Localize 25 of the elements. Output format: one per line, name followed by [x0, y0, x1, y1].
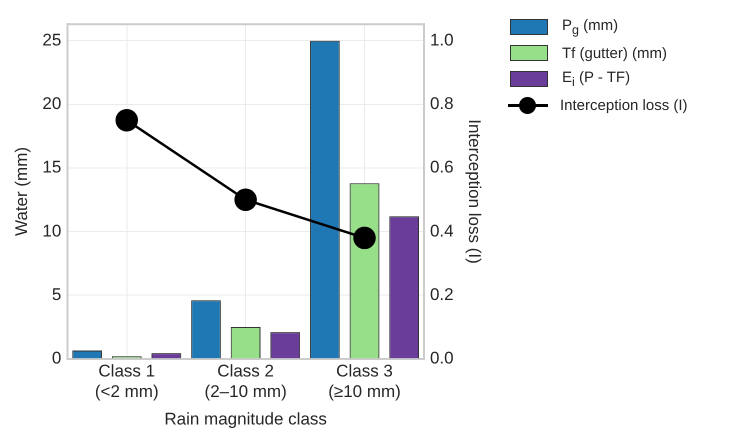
y2-tick-label: 0.8 [430, 94, 454, 114]
y-axis-title: Water (mm) [12, 146, 31, 236]
point [116, 109, 138, 132]
y2-tick-label: 0.0 [430, 348, 454, 368]
point [234, 188, 257, 212]
y-tick-label: 20 [42, 94, 62, 114]
legend-label: P$_{g}$ (mm) [562, 17, 618, 37]
y-tick-label: 10 [42, 221, 62, 240]
y-tick-label: 0 [52, 348, 62, 368]
y2-tick-label: 0.4 [430, 221, 454, 240]
y2-tick-label: 1.0 [430, 30, 454, 50]
y2-tick-label: 0.6 [430, 158, 454, 177]
x-axis-title: Rain magnitude class [164, 409, 327, 428]
legend-label: E$_{i}$ (P - TF) [562, 69, 630, 89]
y-tick-label: 25 [42, 30, 62, 50]
y2-tick-label: 0.2 [430, 284, 454, 304]
x-tick-label: Class 3 (≥10 mm) [328, 362, 401, 402]
y-tick-label: 5 [52, 284, 62, 304]
legend-label: Tf (gutter) (mm) [562, 44, 667, 62]
legend-label: Interception loss (I) [560, 96, 688, 114]
point [353, 226, 376, 250]
x-tick-label: Class 1 (<2 mm) [94, 362, 159, 402]
x-tick-label: Class 2 (2–10 mm) [204, 362, 287, 402]
y2-axis-title: Interception loss (I) [465, 119, 484, 264]
y-tick-label: 15 [42, 158, 62, 177]
